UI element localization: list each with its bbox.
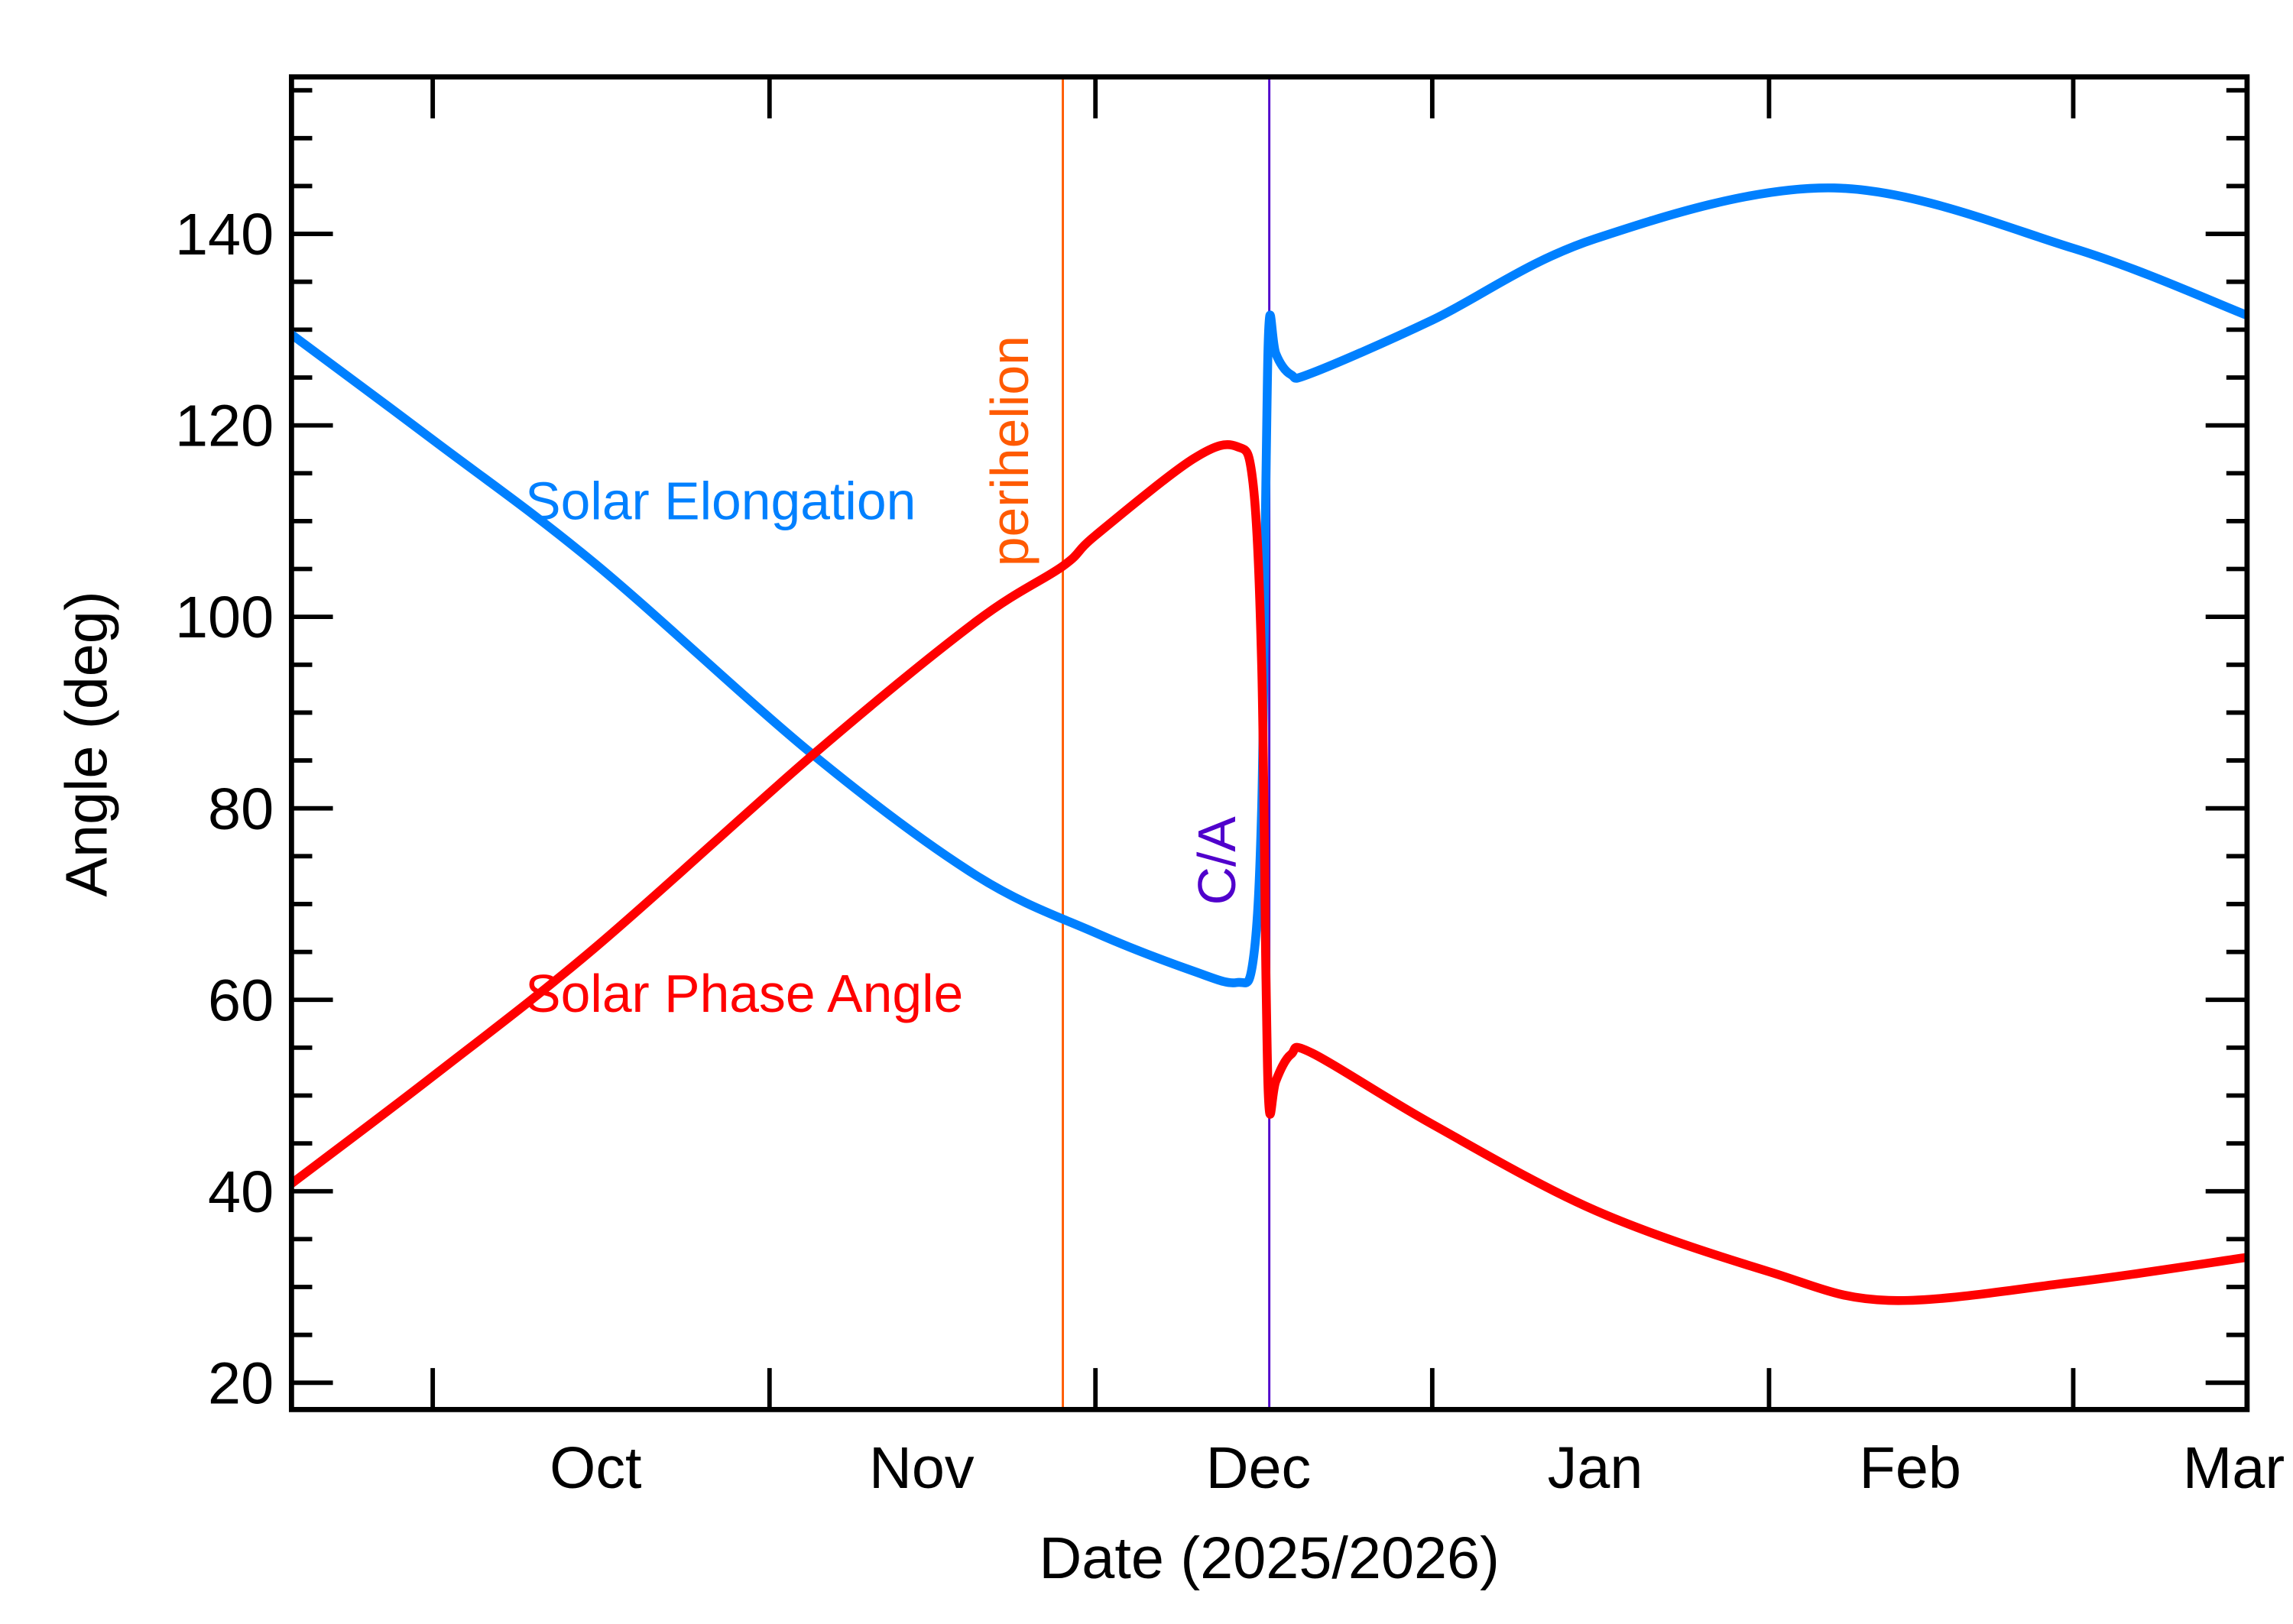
legend-solar-elongation: Solar Elongation: [525, 471, 916, 530]
y-tick-label: 80: [208, 776, 274, 842]
series-lines: [288, 183, 2249, 1305]
y-tick-labels: 20 40 60 80 100 120 140: [175, 202, 274, 1416]
y-tick-label: 120: [175, 394, 274, 459]
x-tick-label-feb: Feb: [1860, 1435, 1961, 1501]
x-tick-label-dec: Dec: [1206, 1435, 1312, 1501]
x-tick-label-nov: Nov: [869, 1435, 975, 1501]
event-lines: [1062, 76, 1271, 1410]
closest-approach-label: C/A: [1187, 816, 1247, 906]
legend-solar-phase-angle: Solar Phase Angle: [525, 964, 963, 1023]
y-tick-label: 60: [208, 968, 274, 1033]
plot-frame: [288, 74, 2250, 1412]
axis-ticks: [291, 76, 2247, 1410]
y-tick-label: 40: [208, 1159, 274, 1225]
x-axis-label: Date (2025/2026): [1039, 1525, 1499, 1591]
y-tick-label: 20: [208, 1350, 274, 1416]
y-axis-label: Angle (deg): [54, 591, 119, 896]
y-tick-label: 140: [175, 202, 274, 267]
x-tick-label-jan: Jan: [1548, 1435, 1643, 1501]
x-tick-labels: Oct Nov Dec Jan Feb Mar: [550, 1435, 2285, 1501]
x-tick-label-mar: Mar: [2183, 1435, 2285, 1501]
x-tick-label-oct: Oct: [550, 1435, 641, 1501]
y-tick-label: 100: [175, 585, 274, 650]
solar-phase-angle-line: [288, 439, 2248, 1305]
perihelion-label: perihelion: [980, 335, 1039, 566]
